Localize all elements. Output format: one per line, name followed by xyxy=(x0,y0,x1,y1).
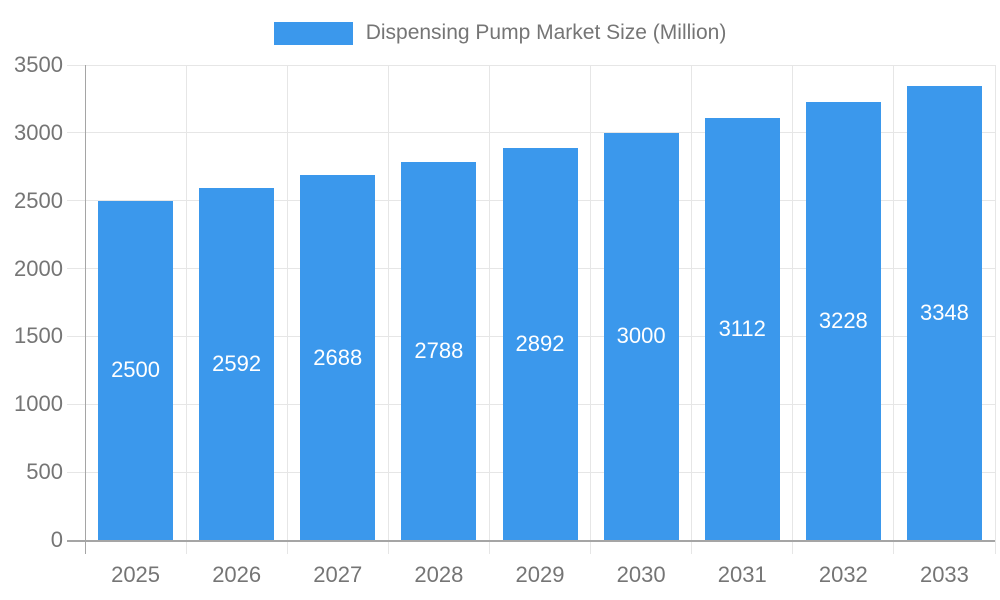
bar xyxy=(300,175,376,540)
y-axis-tick-label: 3500 xyxy=(14,52,63,77)
bar xyxy=(805,101,881,540)
x-axis-baseline xyxy=(67,540,995,542)
y-axis-tick-label: 1500 xyxy=(14,323,63,349)
bar-value-label: 3348 xyxy=(919,299,969,325)
x-axis-tick-label: 2032 xyxy=(818,562,868,587)
x-gridline xyxy=(691,65,693,554)
x-axis-tick-label: 2026 xyxy=(212,562,262,587)
bar-value-label: 2592 xyxy=(212,351,262,377)
y-axis-tick-label: 2500 xyxy=(14,187,63,213)
legend-swatch xyxy=(273,21,353,45)
x-axis-tick-label: 2033 xyxy=(919,562,969,587)
x-gridline xyxy=(893,65,895,554)
bar-value-label: 2688 xyxy=(313,344,363,370)
bar-value-label: 2892 xyxy=(515,330,565,356)
x-gridline xyxy=(792,65,794,554)
bar-value-label: 3228 xyxy=(818,307,868,333)
bar xyxy=(704,117,780,540)
x-axis-tick-label: 2028 xyxy=(414,562,464,587)
bar xyxy=(603,132,679,540)
y-axis-line xyxy=(84,65,86,554)
legend: Dispensing Pump Market Size (Million) xyxy=(0,19,1000,47)
y-axis-tick-label: 3000 xyxy=(14,119,63,145)
y-axis-tick-label: 0 xyxy=(50,527,63,552)
x-gridline xyxy=(994,65,996,554)
y-axis-tick-label: 1000 xyxy=(14,391,63,417)
bar-value-label: 3000 xyxy=(616,323,666,349)
bar-value-label: 3112 xyxy=(718,315,766,341)
x-axis-tick-label: 2030 xyxy=(616,562,666,587)
y-axis-tick-label: 2000 xyxy=(14,255,63,281)
y-gridline xyxy=(67,64,995,66)
x-gridline xyxy=(488,65,490,554)
bar xyxy=(502,147,578,540)
bar-value-label: 2500 xyxy=(111,357,161,383)
bar xyxy=(98,200,174,540)
y-gridline xyxy=(67,132,995,134)
y-axis-tick-label: 500 xyxy=(26,459,63,485)
x-axis-tick-label: 2031 xyxy=(717,562,767,587)
x-gridline xyxy=(387,65,389,554)
legend-label: Dispensing Pump Market Size (Million) xyxy=(365,21,727,44)
x-gridline xyxy=(590,65,592,554)
x-gridline xyxy=(185,65,187,554)
x-gridline xyxy=(286,65,288,554)
x-axis-tick-label: 2029 xyxy=(515,562,565,587)
bar xyxy=(906,85,982,540)
bar xyxy=(401,161,477,540)
bar xyxy=(199,188,275,540)
bar-value-label: 2788 xyxy=(414,337,464,363)
x-axis-tick-label: 2027 xyxy=(313,562,363,587)
x-axis-tick-label: 2025 xyxy=(111,562,161,587)
